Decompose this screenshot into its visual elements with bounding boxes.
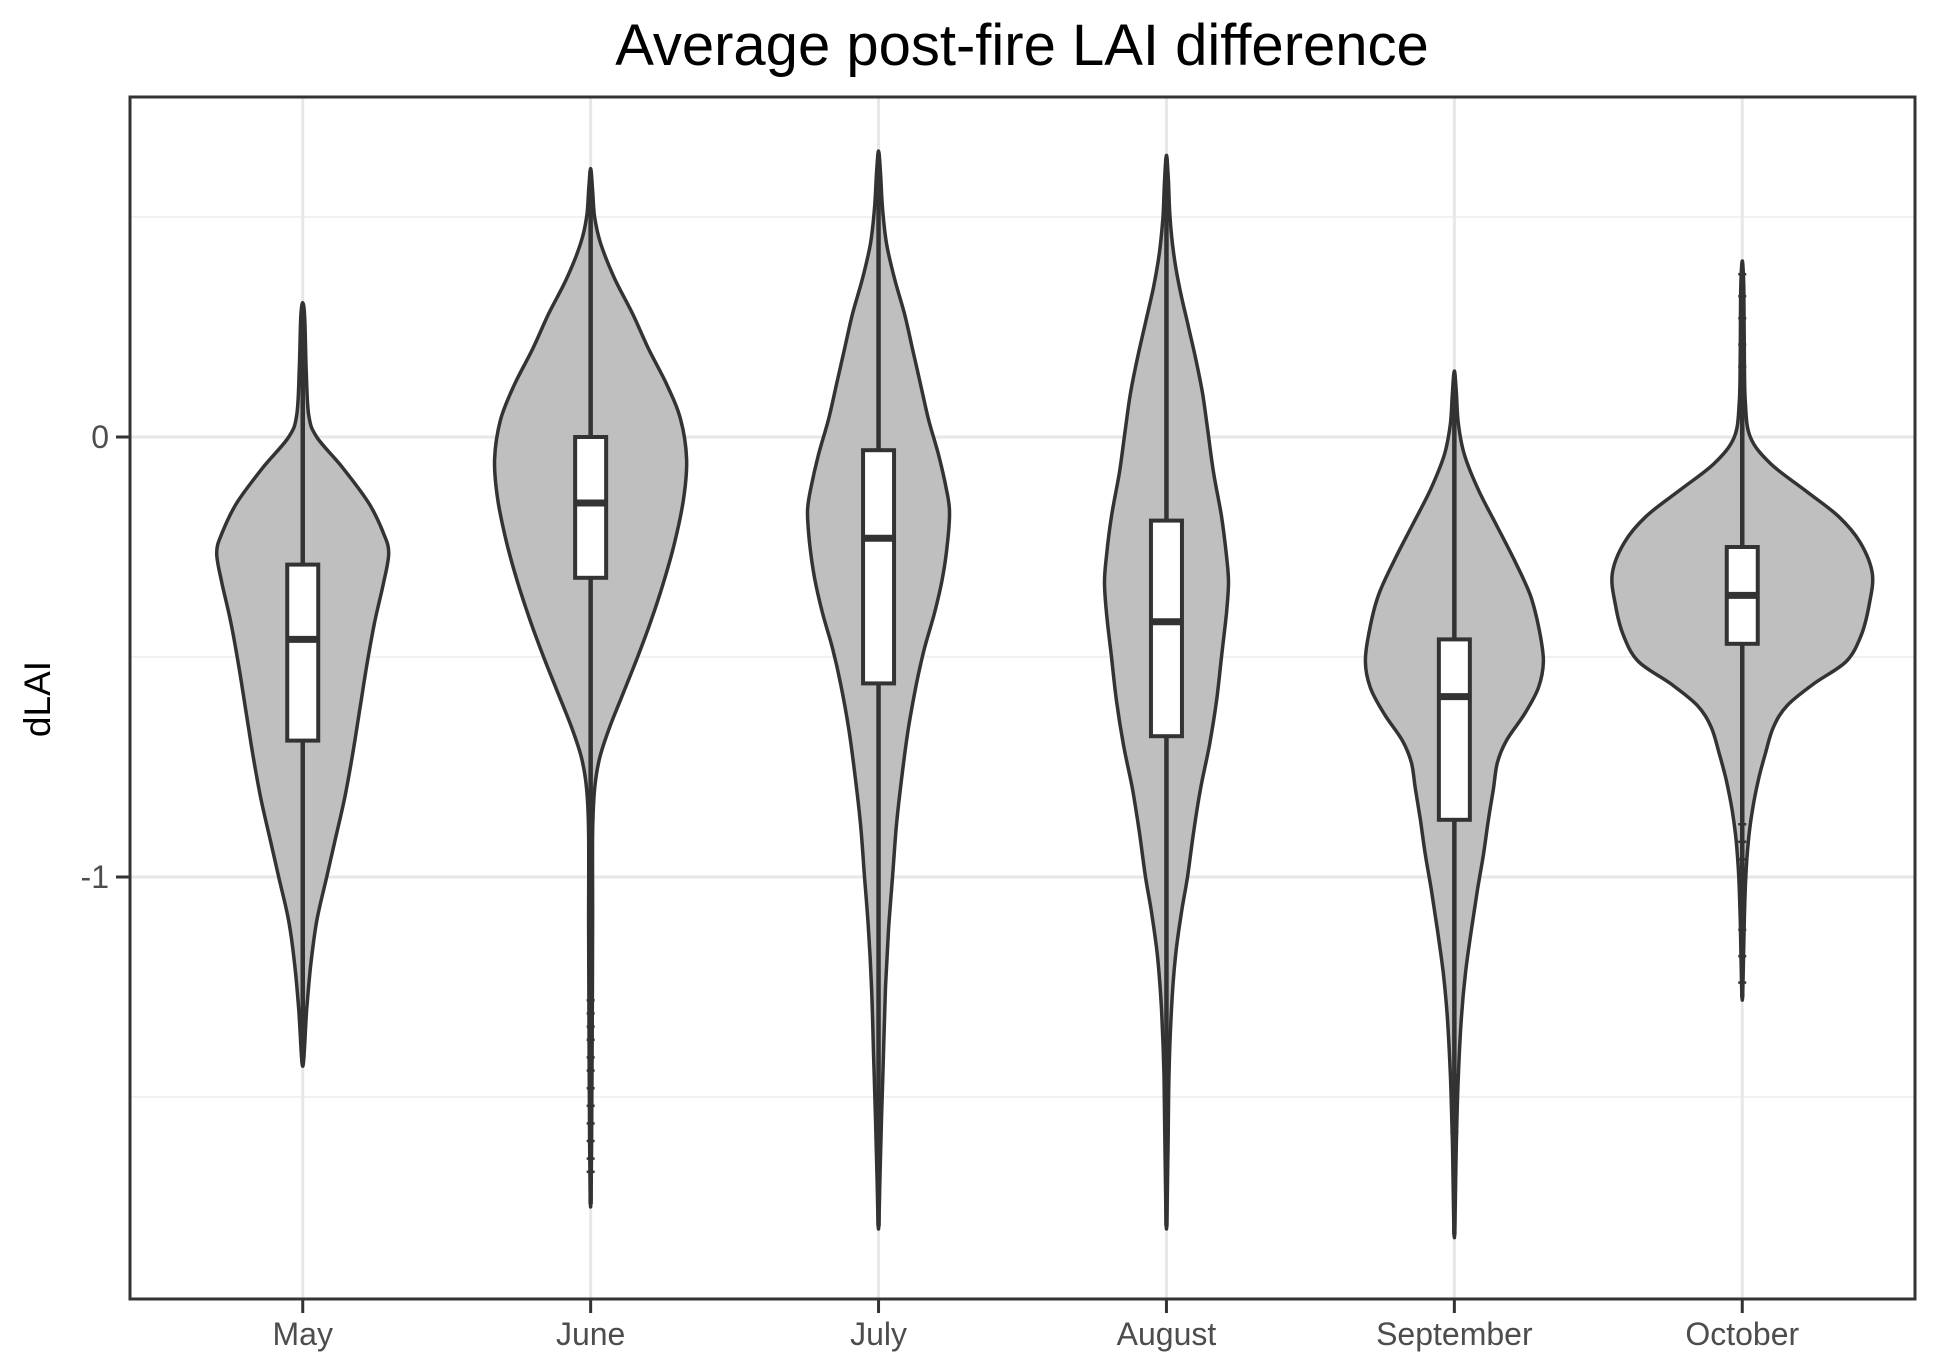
x-tick-label-september: September	[1376, 1316, 1533, 1352]
x-tick-label-june: June	[556, 1316, 625, 1352]
y-tick-label: -1	[81, 859, 109, 895]
y-tick-label: 0	[91, 419, 109, 455]
panel-border	[128, 95, 1917, 1301]
x-tick-label-may: May	[273, 1316, 333, 1352]
x-tick-label-october: October	[1685, 1316, 1799, 1352]
chart-title: Average post-fire LAI difference	[615, 13, 1429, 78]
box-may	[285, 562, 321, 743]
x-tick-label-july: July	[850, 1316, 907, 1352]
panel-background	[130, 97, 1915, 1299]
box-september	[1436, 637, 1472, 822]
box-june	[573, 435, 609, 580]
x-tick-label-august: August	[1117, 1316, 1217, 1352]
box-august	[1148, 518, 1184, 739]
box-july	[861, 448, 897, 686]
